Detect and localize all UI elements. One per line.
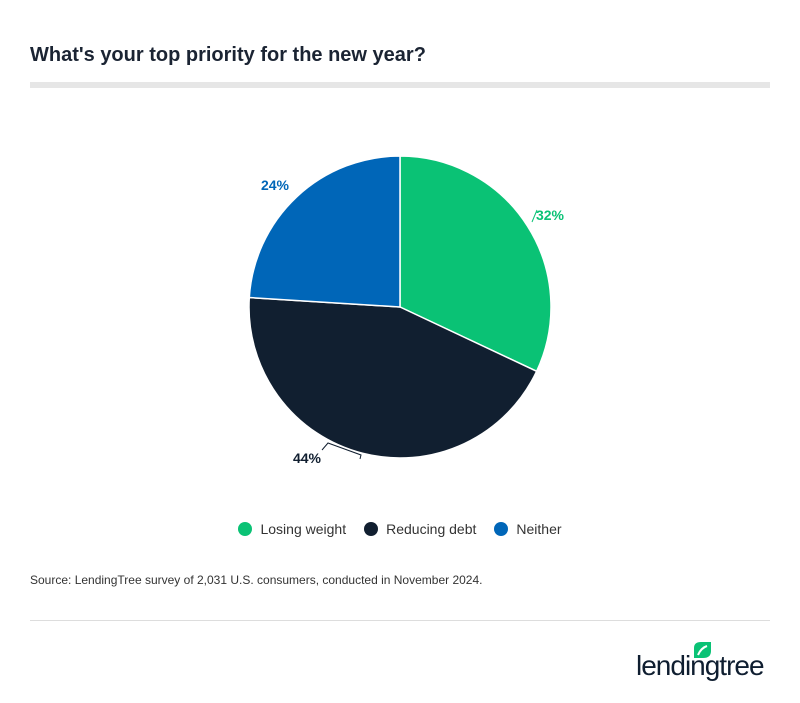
legend-item-neither: Neither xyxy=(494,521,562,537)
leaf-icon xyxy=(694,642,711,658)
chart-title: What's your top priority for the new yea… xyxy=(30,44,426,66)
leader-line xyxy=(531,209,538,223)
legend-item-losing-weight: Losing weight xyxy=(238,521,346,537)
legend-swatch xyxy=(238,522,253,536)
legend-label: Neither xyxy=(516,521,562,537)
legend-label: Losing weight xyxy=(260,521,347,537)
data-label: 24% xyxy=(261,177,290,193)
title-divider xyxy=(30,82,770,88)
data-label: 44% xyxy=(293,450,322,466)
legend: Losing weight Reducing debt Neither xyxy=(0,521,800,537)
footer-divider xyxy=(30,620,770,621)
lendingtree-logo: lendingtree xyxy=(636,640,776,685)
legend-swatch xyxy=(364,522,379,536)
logo-text: lendingtree xyxy=(636,650,765,681)
pie-slice-losing-weight xyxy=(399,155,552,373)
pie-chart: 32% 44% 24% xyxy=(248,155,565,466)
legend-item-reducing-debt: Reducing debt xyxy=(364,521,476,537)
legend-label: Reducing debt xyxy=(386,521,477,537)
pie-slice-neither xyxy=(248,155,401,308)
legend-swatch xyxy=(494,522,509,536)
source-note: Source: LendingTree survey of 2,031 U.S.… xyxy=(30,573,483,587)
leader-line xyxy=(321,442,362,460)
data-label: 32% xyxy=(536,207,565,223)
pie-slice-reducing-debt xyxy=(248,296,538,459)
